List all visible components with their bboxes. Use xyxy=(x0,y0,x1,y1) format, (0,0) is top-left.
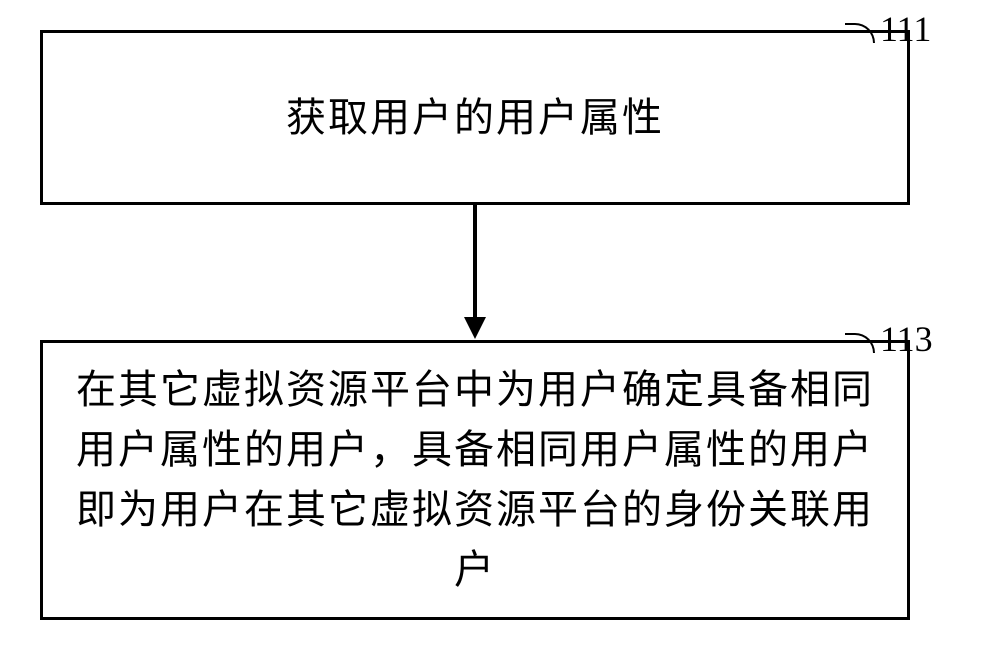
node-2-text: 在其它虚拟资源平台中为用户确定具备相同用户属性的用户，具备相同用户属性的用户即为… xyxy=(63,360,887,600)
node-2-label-curve xyxy=(845,333,875,353)
flowchart-node-2: 在其它虚拟资源平台中为用户确定具备相同用户属性的用户，具备相同用户属性的用户即为… xyxy=(40,340,910,620)
edge-1-line xyxy=(473,205,477,319)
flowchart-node-1: 获取用户的用户属性 xyxy=(40,30,910,205)
node-1-label: 111 xyxy=(880,8,931,50)
node-2-label: 113 xyxy=(880,318,933,360)
node-1-label-curve xyxy=(845,23,875,43)
edge-1-arrowhead xyxy=(464,317,486,339)
node-1-text: 获取用户的用户属性 xyxy=(286,88,664,148)
